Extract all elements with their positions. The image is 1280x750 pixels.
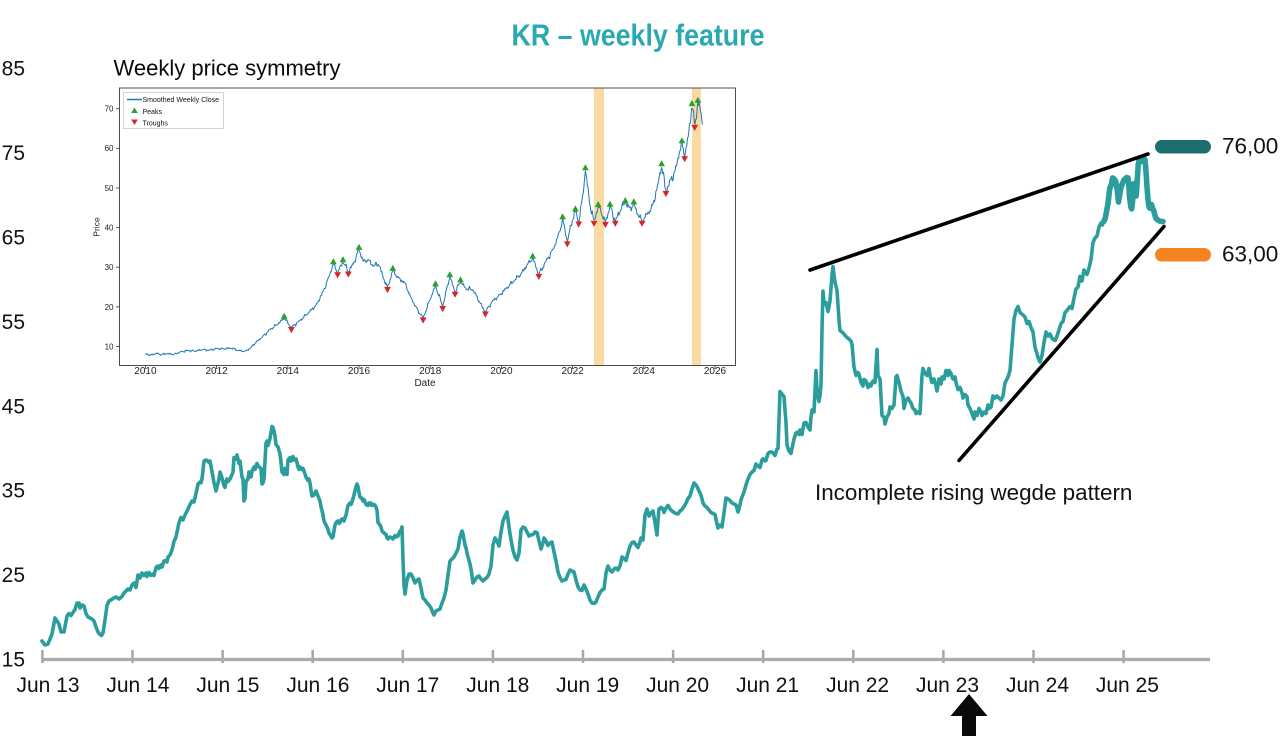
svg-text:Jun 13: Jun 13 — [16, 674, 79, 697]
svg-text:65: 65 — [2, 227, 25, 250]
svg-text:2018: 2018 — [419, 366, 442, 377]
svg-text:Jun 25: Jun 25 — [1096, 674, 1159, 697]
svg-text:Jun 24: Jun 24 — [1006, 674, 1069, 697]
svg-text:2024: 2024 — [633, 366, 656, 377]
svg-text:2026: 2026 — [704, 366, 727, 377]
svg-text:Jun 15: Jun 15 — [196, 674, 259, 697]
svg-text:Jun 21: Jun 21 — [736, 674, 799, 697]
svg-text:10: 10 — [105, 342, 114, 351]
svg-text:75: 75 — [2, 142, 25, 165]
svg-text:KR – weekly feature: KR – weekly feature — [512, 19, 765, 53]
svg-text:2014: 2014 — [277, 366, 300, 377]
svg-text:Peaks: Peaks — [143, 109, 163, 116]
svg-text:63,00: 63,00 — [1222, 242, 1278, 267]
svg-text:Date: Date — [414, 378, 436, 389]
svg-text:2012: 2012 — [205, 366, 228, 377]
svg-text:15: 15 — [2, 649, 25, 672]
svg-text:20: 20 — [105, 303, 114, 312]
svg-text:Jun 20: Jun 20 — [646, 674, 709, 697]
svg-text:30: 30 — [105, 263, 114, 272]
svg-text:Jun 18: Jun 18 — [466, 674, 529, 697]
svg-text:25: 25 — [2, 564, 25, 587]
svg-text:35: 35 — [2, 480, 25, 503]
svg-text:55: 55 — [2, 311, 25, 334]
svg-text:76,00: 76,00 — [1222, 134, 1278, 159]
svg-text:85: 85 — [2, 58, 25, 81]
svg-text:40: 40 — [105, 224, 114, 233]
svg-text:45: 45 — [2, 395, 25, 418]
svg-text:Smoothed Weekly Close: Smoothed Weekly Close — [143, 97, 220, 104]
svg-text:Incomplete rising wegde patter: Incomplete rising wegde pattern — [815, 480, 1132, 505]
svg-text:70: 70 — [105, 105, 114, 114]
svg-text:2022: 2022 — [561, 366, 584, 377]
svg-text:Jun 19: Jun 19 — [556, 674, 619, 697]
svg-text:Jun 14: Jun 14 — [106, 674, 169, 697]
svg-text:Price: Price — [92, 217, 102, 237]
svg-text:Jun 22: Jun 22 — [826, 674, 889, 697]
svg-text:Jun 17: Jun 17 — [376, 674, 439, 697]
svg-text:Jun 16: Jun 16 — [286, 674, 349, 697]
svg-text:2016: 2016 — [348, 366, 371, 377]
svg-text:2010: 2010 — [134, 366, 157, 377]
svg-text:Jun 23: Jun 23 — [916, 674, 979, 697]
svg-text:Troughs: Troughs — [143, 121, 169, 128]
svg-text:60: 60 — [105, 144, 114, 153]
svg-text:2020: 2020 — [490, 366, 513, 377]
svg-text:Weekly price symmetry: Weekly price symmetry — [114, 56, 341, 81]
svg-text:50: 50 — [105, 184, 114, 193]
